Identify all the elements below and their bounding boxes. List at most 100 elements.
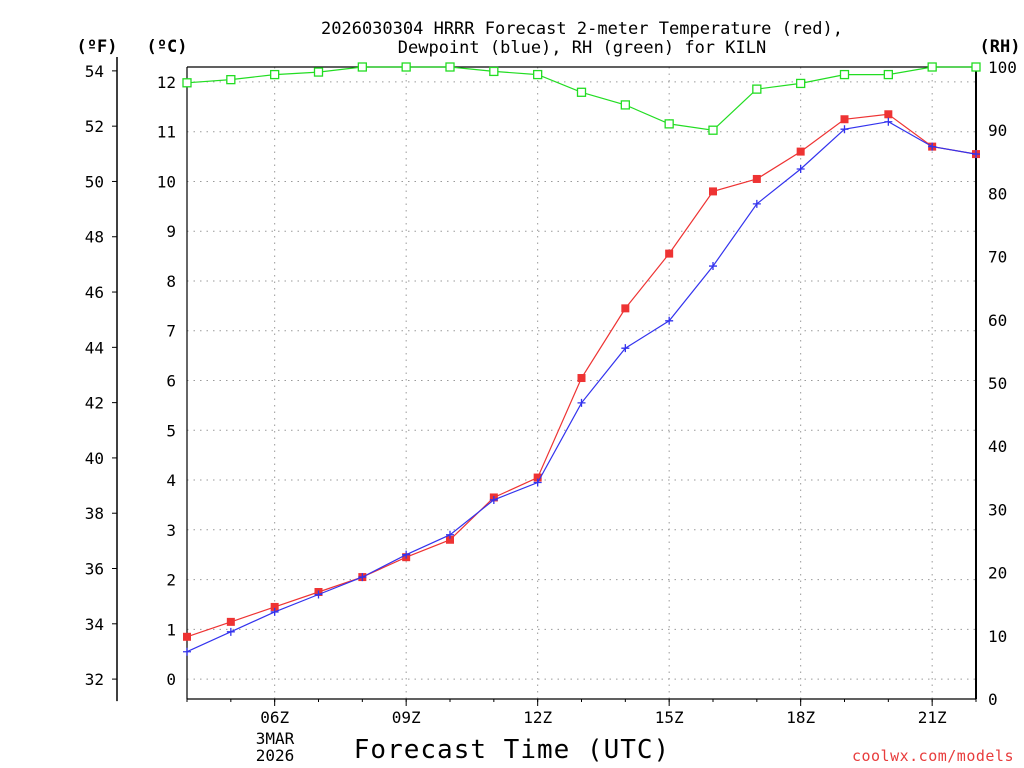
title-line-1: 2026030304 HRRR Forecast 2-meter Tempera…	[321, 19, 843, 39]
fahrenheit-tick-label: 40	[85, 449, 104, 468]
date-label-year: 2026	[256, 746, 295, 765]
data-point	[840, 125, 849, 134]
data-point	[752, 174, 761, 183]
x-tick-label: 15Z	[655, 708, 684, 727]
data-point	[270, 69, 280, 80]
celsius-tick-label: 11	[157, 123, 176, 142]
data-point	[357, 62, 367, 72]
data-point	[182, 78, 192, 88]
data-series	[182, 62, 981, 656]
x-tick-label: 18Z	[786, 708, 815, 727]
fahrenheit-tick-label: 50	[85, 172, 104, 191]
title-line-2: Dewpoint (blue), RH (green) for KILN	[398, 38, 766, 58]
x-tick-label: 09Z	[392, 708, 421, 727]
data-point	[270, 607, 279, 616]
data-point	[796, 147, 805, 156]
x-axis-title: Forecast Time (UTC)	[354, 735, 670, 765]
celsius-tick-label: 5	[166, 421, 176, 440]
fahrenheit-tick-label: 32	[85, 670, 104, 689]
data-point	[752, 199, 761, 208]
data-point	[883, 69, 893, 80]
fahrenheit-tick-label: 54	[85, 62, 104, 81]
data-point	[446, 535, 454, 544]
data-point	[621, 304, 630, 313]
data-point	[664, 119, 674, 129]
data-point	[577, 374, 586, 383]
data-point	[446, 530, 454, 539]
rh-tick-label: 20	[988, 564, 1007, 583]
x-tick-label: 21Z	[918, 708, 947, 727]
celsius-tick-label: 9	[166, 222, 176, 241]
axes	[112, 57, 977, 706]
celsius-unit-label: (ºC)	[147, 37, 188, 57]
data-point	[489, 495, 498, 504]
fahrenheit-tick-label: 46	[85, 283, 104, 302]
rh-tick-label: 70	[988, 248, 1007, 267]
x-tick-label: 06Z	[260, 708, 289, 727]
celsius-tick-label: 12	[157, 73, 176, 92]
data-point	[971, 62, 981, 72]
data-point	[533, 473, 542, 482]
rh-unit-label: (RH)	[980, 37, 1021, 57]
data-point	[358, 573, 367, 582]
data-point	[796, 165, 805, 174]
data-point	[620, 100, 630, 110]
data-point	[577, 398, 586, 407]
rh-tick-label: 80	[988, 184, 1007, 203]
data-point	[928, 142, 937, 151]
data-point	[972, 150, 980, 159]
series-dewpoint	[183, 117, 980, 656]
data-point	[884, 117, 893, 126]
celsius-tick-label: 3	[166, 521, 176, 540]
rh-tick-label: 60	[988, 311, 1007, 330]
grid-lines	[187, 67, 976, 699]
data-point	[402, 550, 411, 559]
rh-tick-label: 50	[988, 374, 1007, 393]
series-relative-humidity	[182, 62, 981, 135]
fahrenheit-tick-label: 48	[85, 228, 104, 247]
data-point	[533, 478, 542, 487]
rh-tick-label: 100	[988, 58, 1017, 77]
date-label-month: 3MAR	[256, 729, 295, 748]
data-point	[752, 84, 762, 94]
data-point	[270, 602, 279, 611]
chart-title: 2026030304 HRRR Forecast 2-meter Tempera…	[321, 19, 843, 58]
data-point	[665, 249, 674, 258]
fahrenheit-tick-label: 44	[85, 338, 104, 357]
celsius-tick-label: 0	[166, 670, 176, 689]
fahrenheit-tick-label: 34	[85, 615, 104, 634]
data-point	[445, 62, 455, 72]
credit-text: coolwx.com/models	[852, 747, 1014, 765]
rh-tick-label: 40	[988, 437, 1007, 456]
celsius-tick-label: 8	[166, 272, 176, 291]
x-tick-label: 12Z	[523, 708, 552, 727]
data-point	[401, 62, 411, 72]
series-2-meter-temperature	[183, 110, 980, 641]
fahrenheit-unit-label: (ºF)	[77, 37, 118, 57]
rh-tick-label: 0	[988, 690, 998, 709]
data-point	[927, 62, 937, 72]
series-line	[186, 66, 976, 131]
celsius-tick-label: 10	[157, 172, 176, 191]
celsius-tick-label: 4	[166, 471, 176, 490]
data-point	[226, 74, 236, 85]
data-point	[576, 87, 587, 97]
celsius-tick-label: 7	[166, 322, 176, 341]
data-point	[665, 316, 674, 325]
data-point	[708, 125, 718, 135]
data-point	[709, 262, 717, 271]
data-point	[183, 647, 191, 656]
rh-tick-label: 10	[988, 627, 1007, 646]
data-point	[709, 187, 717, 196]
fahrenheit-tick-label: 38	[85, 504, 104, 523]
data-point	[796, 78, 806, 89]
fahrenheit-tick-label: 42	[85, 394, 104, 413]
fahrenheit-tick-label: 36	[85, 560, 104, 579]
celsius-tick-label: 6	[166, 372, 176, 391]
data-point	[840, 115, 849, 124]
rh-tick-label: 90	[988, 121, 1007, 140]
data-point	[839, 69, 850, 80]
celsius-tick-label: 1	[166, 620, 176, 639]
